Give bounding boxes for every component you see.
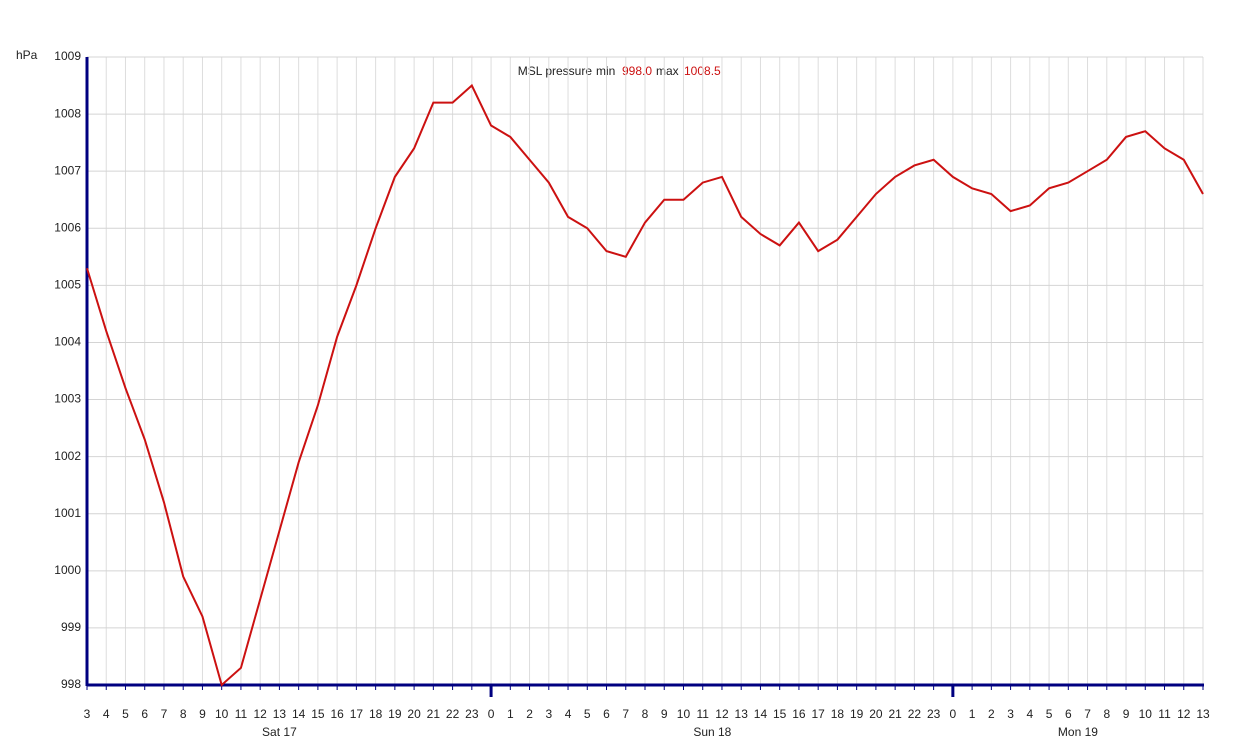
day-label: Mon 19 [1058, 725, 1098, 739]
x-tick-label: 11 [1158, 707, 1171, 721]
x-tick-label: 17 [811, 707, 825, 721]
x-tick-label: 3 [1007, 707, 1014, 721]
y-tick-label: 1003 [54, 392, 81, 406]
x-tick-label: 21 [888, 707, 902, 721]
x-tick-label: 7 [1084, 707, 1091, 721]
x-tick-label: 5 [122, 707, 129, 721]
x-tick-label: 0 [488, 707, 495, 721]
x-tick-label: 3 [545, 707, 552, 721]
y-tick-label: 998 [61, 677, 81, 691]
x-tick-label: 6 [603, 707, 610, 721]
y-tick-label: 1000 [54, 563, 81, 577]
x-tick-label: 11 [235, 707, 248, 721]
x-tick-label: 21 [427, 707, 441, 721]
x-tick-label: 5 [584, 707, 591, 721]
x-tick-label: 4 [565, 707, 572, 721]
x-tick-label: 13 [1196, 707, 1210, 721]
x-tick-label: 0 [950, 707, 957, 721]
x-tick-label: 10 [215, 707, 229, 721]
x-tick-label: 16 [792, 707, 806, 721]
x-tick-label: 9 [661, 707, 668, 721]
x-tick-label: 19 [388, 707, 402, 721]
x-tick-label: 2 [988, 707, 995, 721]
y-tick-label: 1009 [54, 49, 81, 63]
x-tick-label: 20 [407, 707, 421, 721]
day-label: Sun 18 [693, 725, 731, 739]
x-tick-label: 14 [292, 707, 306, 721]
x-tick-label: 17 [350, 707, 364, 721]
x-tick-label: 11 [696, 707, 709, 721]
y-tick-label: 1008 [54, 106, 81, 120]
x-tick-label: 8 [642, 707, 649, 721]
min-value: 998.0 [622, 64, 652, 78]
x-tick-label: 19 [850, 707, 864, 721]
x-tick-label: 15 [773, 707, 787, 721]
x-tick-label: 8 [1103, 707, 1110, 721]
x-tick-label: 10 [677, 707, 691, 721]
y-tick-label: 1005 [54, 278, 81, 292]
x-tick-label: 12 [1177, 707, 1191, 721]
y-tick-label: 999 [61, 620, 81, 634]
min-label: min [596, 64, 615, 78]
y-unit: hPa [16, 48, 38, 62]
x-tick-label: 4 [1026, 707, 1033, 721]
x-tick-label: 12 [253, 707, 267, 721]
day-label: Sat 17 [262, 725, 297, 739]
x-tick-label: 9 [1123, 707, 1130, 721]
y-tick-label: 1006 [54, 220, 81, 234]
x-tick-label: 6 [1065, 707, 1072, 721]
x-tick-label: 16 [330, 707, 344, 721]
x-tick-label: 8 [180, 707, 187, 721]
x-tick-label: 9 [199, 707, 206, 721]
x-tick-label: 10 [1139, 707, 1153, 721]
x-tick-label: 12 [715, 707, 729, 721]
x-tick-label: 13 [735, 707, 749, 721]
x-tick-label: 1 [969, 707, 976, 721]
y-tick-label: 1001 [54, 506, 81, 520]
x-tick-label: 23 [927, 707, 941, 721]
x-tick-label: 15 [311, 707, 325, 721]
y-tick-label: 1002 [54, 449, 81, 463]
x-tick-label: 22 [908, 707, 922, 721]
x-tick-label: 14 [754, 707, 768, 721]
y-tick-label: 1007 [54, 163, 81, 177]
x-tick-label: 20 [869, 707, 883, 721]
y-tick-label: 1004 [54, 335, 81, 349]
x-tick-label: 7 [161, 707, 168, 721]
x-tick-label: 22 [446, 707, 460, 721]
x-tick-label: 6 [141, 707, 148, 721]
x-tick-label: 18 [369, 707, 383, 721]
x-tick-label: 4 [103, 707, 110, 721]
x-tick-label: 5 [1046, 707, 1053, 721]
x-tick-label: 1 [507, 707, 514, 721]
x-tick-label: 7 [622, 707, 629, 721]
x-tick-label: 2 [526, 707, 533, 721]
x-tick-label: 18 [831, 707, 845, 721]
x-tick-label: 13 [273, 707, 287, 721]
x-tick-label: 3 [84, 707, 91, 721]
max-label: max [656, 64, 679, 78]
x-tick-label: 23 [465, 707, 479, 721]
chart-title: MSL pressure [518, 64, 593, 78]
line-series [86, 83, 1204, 687]
